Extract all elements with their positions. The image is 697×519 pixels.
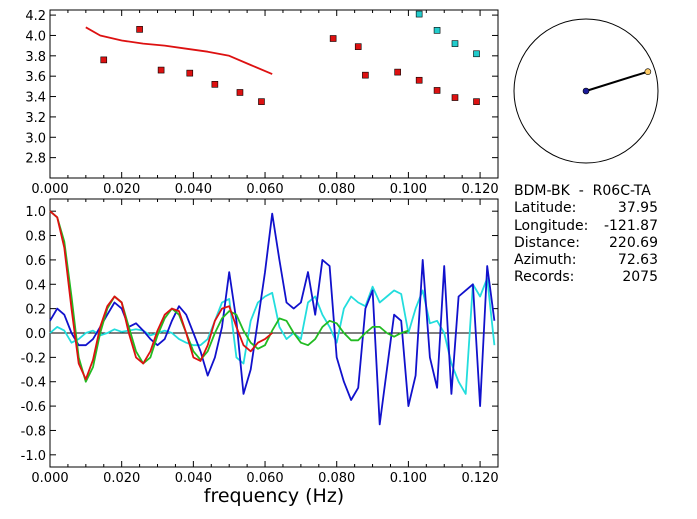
top-x-tick-label: 0.000 — [31, 182, 68, 197]
top-data-point-marker_cyan — [433, 27, 441, 34]
latitude-label: Latitude: — [514, 200, 577, 217]
top-data-point-marker_red — [329, 35, 337, 42]
bottom-x-tick-label: 0.040 — [175, 471, 212, 486]
bottom-series-line-blue — [49, 212, 496, 426]
longitude-value: -121.87 — [603, 217, 658, 234]
bottom-series-line-green — [49, 210, 409, 383]
top-y-tick-label: 3.0 — [25, 131, 46, 146]
top-data-point-marker_red — [136, 26, 143, 33]
top-x-tick-label: 0.040 — [175, 182, 212, 197]
latitude-value: 37.95 — [617, 200, 658, 217]
top-y-tick-label: 4.2 — [25, 9, 46, 24]
bottom-y-tick-label: -1.0 — [21, 449, 46, 464]
bottom-y-tick-label: 0.6 — [25, 254, 46, 269]
info-row-longitude: Longitude: -121.87 — [514, 218, 694, 235]
top-x-tick-label: 0.060 — [246, 182, 283, 197]
top-data-point-marker_red — [157, 66, 165, 74]
bottom-y-tick-label: -0.8 — [21, 424, 46, 439]
bottom-x-tick-label: 0.120 — [461, 471, 498, 486]
bottom-x-tick-label: 0.100 — [390, 471, 427, 486]
top-x-tick-label: 0.080 — [318, 182, 355, 197]
top-data-point-marker_red — [394, 68, 401, 76]
origin-station-marker — [582, 87, 590, 95]
bottom-x-tick-label: 0.000 — [31, 471, 68, 486]
top-data-point-marker_red — [473, 98, 480, 105]
records-label: Records: — [514, 269, 575, 286]
bottom-y-tick-label: 0.4 — [25, 278, 46, 293]
top-data-point-marker_cyan — [473, 50, 480, 58]
info-row-records: Records: 2075 — [514, 269, 694, 286]
top-data-point-marker_red — [354, 43, 362, 50]
bottom-x-tick-label: 0.080 — [318, 471, 355, 486]
azimuth-value: 72.63 — [617, 252, 658, 269]
info-row-latitude: Latitude: 37.95 — [514, 200, 694, 217]
top-data-point-marker_red — [433, 87, 441, 94]
top-y-tick-label: 3.6 — [25, 70, 46, 85]
top-y-tick-label: 4.0 — [25, 29, 46, 44]
bottom-y-tick-label: -0.2 — [21, 351, 46, 366]
top-data-point-marker_red — [100, 56, 108, 64]
info-row-distance: Distance: 220.69 — [514, 235, 694, 252]
top-data-point-marker_red — [258, 98, 265, 105]
top-y-tick-label: 3.2 — [25, 111, 46, 126]
bottom-y-tick-label: -0.6 — [21, 400, 46, 415]
records-value: 2075 — [622, 269, 658, 286]
top-data-point-marker_cyan — [415, 10, 423, 18]
bottom-y-tick-label: 0.0 — [25, 327, 46, 342]
bottom-y-tick-label: 0.2 — [25, 303, 46, 318]
azimuth-label: Azimuth: — [514, 252, 577, 269]
target-station-marker — [644, 68, 652, 75]
info-row-azimuth: Azimuth: 72.63 — [514, 252, 694, 269]
distance-label: Distance: — [514, 234, 580, 251]
longitude-label: Longitude: — [514, 217, 589, 234]
top-data-point-marker_red — [451, 94, 459, 101]
top-x-tick-label: 0.120 — [461, 182, 498, 197]
bottom-y-tick-label: 1.0 — [25, 205, 46, 220]
bottom-y-tick-label: 0.8 — [25, 230, 46, 245]
top-y-tick-label: 3.4 — [25, 91, 46, 106]
top-data-point-marker_cyan — [451, 40, 459, 47]
top-y-tick-label: 3.8 — [25, 50, 46, 65]
bottom-series-line-red — [49, 210, 273, 381]
top-data-point-marker_red — [362, 71, 369, 79]
top-data-point-marker_red — [211, 81, 219, 88]
top-plot-frame — [49, 9, 499, 179]
station-info-panel: BDM-BK - R06C-TA Latitude: 37.95 Longitu… — [514, 183, 694, 287]
bottom-y-tick-label: -0.4 — [21, 376, 46, 391]
top-data-point-marker_red — [186, 69, 194, 77]
azimuth-line — [585, 70, 649, 92]
azimuth-circle — [513, 18, 659, 164]
bottom-x-tick-label: 0.060 — [246, 471, 283, 486]
top-x-tick-label: 0.100 — [390, 182, 427, 197]
distance-value: 220.69 — [609, 234, 658, 251]
top-series-line-red — [85, 26, 273, 75]
bottom-x-tick-label: 0.020 — [103, 471, 140, 486]
x-axis-title: frequency (Hz) — [204, 485, 344, 507]
station-name: BDM-BK - R06C-TA — [514, 183, 651, 199]
top-y-tick-label: 2.8 — [25, 152, 46, 167]
top-data-point-marker_red — [236, 89, 244, 96]
top-data-point-marker_red — [415, 76, 423, 84]
top-x-tick-label: 0.020 — [103, 182, 140, 197]
